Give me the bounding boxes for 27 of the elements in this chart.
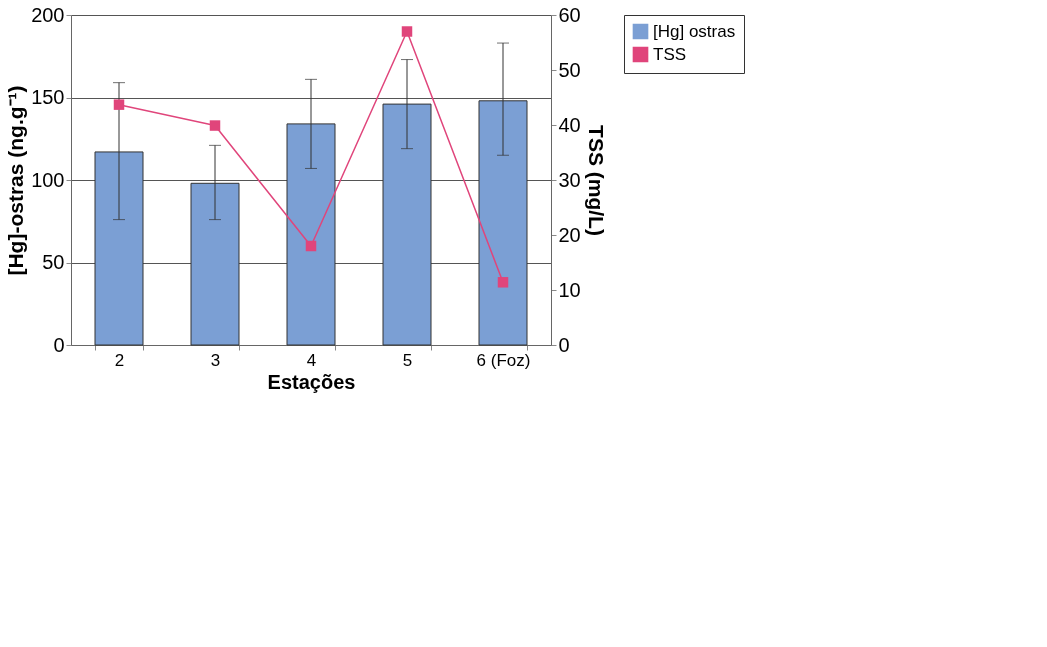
y2-tick-label: 0 <box>558 333 570 356</box>
y2-tick-label: 60 <box>558 3 581 26</box>
x-axis-title: Estações <box>267 370 356 393</box>
point <box>113 99 125 110</box>
point <box>401 26 413 37</box>
y2-tick-label: 10 <box>558 278 581 301</box>
y2-tick-label: 30 <box>558 168 581 191</box>
x-tick-label: 3 <box>210 350 221 370</box>
y2-tick-label: 50 <box>558 58 581 81</box>
point <box>209 120 221 131</box>
y2-axis-title: TSS (mg/L) <box>584 125 608 236</box>
legend-label: TSS <box>653 44 687 64</box>
y-tick-label: 100 <box>31 168 65 191</box>
x-tick-label: 4 <box>306 350 317 370</box>
y-axis-title: [Hg]-ostras (ng.g⁻¹) <box>4 85 28 276</box>
legend-label: [Hg] ostras <box>653 21 736 41</box>
x-tick-label: 2 <box>114 350 125 370</box>
x-tick-label: 6 (Foz) <box>476 350 531 370</box>
y-tick-label: 150 <box>31 86 65 108</box>
y2-tick-label: 40 <box>558 113 581 136</box>
point <box>497 277 509 288</box>
y-tick-label: 200 <box>31 3 65 26</box>
x-tick-label: 5 <box>402 350 413 370</box>
y-tick-label: 50 <box>42 251 65 273</box>
y2-tick-label: 20 <box>558 223 581 246</box>
y-tick-label: 0 <box>53 333 65 356</box>
point <box>305 240 317 252</box>
